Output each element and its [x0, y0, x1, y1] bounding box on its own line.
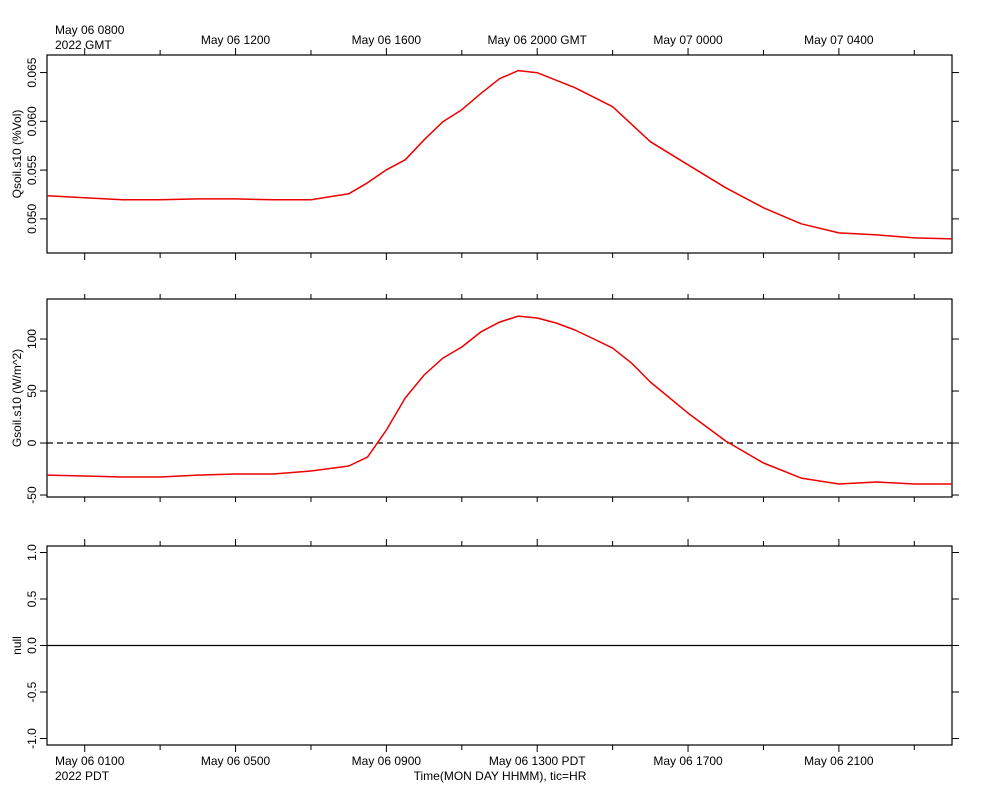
y-tick-label: 0.065	[25, 57, 39, 87]
x-tick-label: May 07 0400	[804, 33, 874, 47]
plot-frame	[46, 54, 953, 254]
y-tick-label: 100	[25, 329, 39, 349]
y-tick-label: 0	[25, 439, 39, 446]
x-tick-label: May 06 0500	[201, 754, 271, 768]
x-tick-label: May 06 0100	[55, 754, 125, 768]
x-tick-note: 2022 PDT	[55, 769, 110, 783]
y-tick-label: 50	[25, 384, 39, 398]
y-tick-label: 0.0	[25, 637, 39, 654]
x-tick-label: May 06 1600	[352, 33, 422, 47]
x-tick-label: May 06 2000 GMT	[488, 33, 588, 47]
data-line	[46, 315, 952, 485]
data-line	[46, 69, 953, 240]
y-axis-label: Qsoil.s10 (%Vol)	[10, 110, 24, 199]
y-tick-label: 1.0	[25, 544, 39, 561]
x-tick-label: May 06 0800	[55, 23, 125, 37]
plot-frame	[46, 298, 953, 498]
x-tick-label: May 07 0000	[653, 33, 723, 47]
x-tick-label: May 06 0900	[352, 754, 422, 768]
y-tick-label: -1.0	[25, 728, 39, 749]
y-tick-label: 0.5	[25, 590, 39, 607]
y-tick-label: 0.060	[25, 106, 39, 136]
y-axis-label: null	[10, 636, 24, 655]
x-tick-label: May 06 2100	[804, 754, 874, 768]
y-axis-label: Gsoil.s10 (W/m^2)	[10, 349, 24, 447]
x-tick-label: May 06 1200	[201, 33, 271, 47]
y-tick-label: -0.5	[25, 681, 39, 702]
y-tick-label: 0.055	[25, 155, 39, 185]
x-tick-label: May 06 1700	[653, 754, 723, 768]
x-axis-label: Time(MON DAY HHMM), tic=HR	[414, 769, 587, 783]
x-tick-note: 2022 GMT	[55, 38, 112, 52]
y-tick-label: 0.050	[25, 204, 39, 234]
y-tick-label: -50	[25, 486, 39, 504]
x-tick-label: May 06 1300 PDT	[489, 754, 586, 768]
